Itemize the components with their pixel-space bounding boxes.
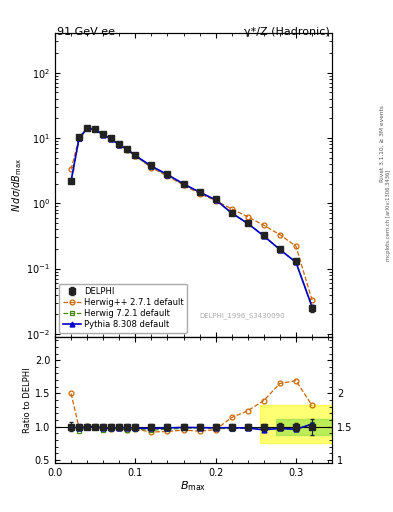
Y-axis label: $N\,d\sigma/dB_{\mathrm{max}}$: $N\,d\sigma/dB_{\mathrm{max}}$	[10, 158, 24, 212]
Herwig++ 2.7.1 default	[117, 142, 121, 148]
Herwig++ 2.7.1 default	[310, 297, 314, 303]
Herwig++ 2.7.1 default	[230, 206, 234, 212]
Pythia 8.308 default	[93, 126, 97, 133]
Herwig++ 2.7.1 default	[213, 198, 218, 204]
Herwig++ 2.7.1 default	[133, 153, 138, 159]
Pythia 8.308 default	[310, 304, 314, 310]
Herwig 7.2.1 default	[125, 147, 130, 153]
Pythia 8.308 default	[149, 163, 154, 169]
Herwig 7.2.1 default	[197, 189, 202, 195]
Herwig++ 2.7.1 default	[125, 147, 130, 153]
Bar	[260, 406, 332, 443]
Herwig++ 2.7.1 default	[165, 173, 170, 179]
Herwig++ 2.7.1 default	[85, 125, 90, 131]
Herwig 7.2.1 default	[69, 178, 73, 184]
Herwig 7.2.1 default	[149, 164, 154, 170]
Herwig 7.2.1 default	[165, 172, 170, 178]
Pythia 8.308 default	[69, 178, 73, 184]
Herwig 7.2.1 default	[213, 197, 218, 203]
Herwig++ 2.7.1 default	[277, 231, 282, 238]
Herwig 7.2.1 default	[93, 126, 97, 133]
Pythia 8.308 default	[165, 172, 170, 178]
Herwig 7.2.1 default	[133, 153, 138, 159]
Herwig++ 2.7.1 default	[69, 166, 73, 173]
Pythia 8.308 default	[294, 259, 298, 265]
Pythia 8.308 default	[245, 220, 250, 226]
Pythia 8.308 default	[230, 210, 234, 216]
Text: Rivet 3.1.10, ≥ 3M events: Rivet 3.1.10, ≥ 3M events	[380, 105, 384, 182]
Herwig 7.2.1 default	[230, 210, 234, 217]
Text: mcplots.cern.ch [arXiv:1306.3436]: mcplots.cern.ch [arXiv:1306.3436]	[386, 169, 391, 261]
Text: DELPHI_1996_S3430090: DELPHI_1996_S3430090	[199, 312, 285, 318]
Pythia 8.308 default	[133, 153, 138, 159]
Herwig 7.2.1 default	[101, 132, 106, 138]
Pythia 8.308 default	[277, 247, 282, 253]
Herwig++ 2.7.1 default	[294, 243, 298, 249]
Herwig++ 2.7.1 default	[261, 222, 266, 228]
Herwig 7.2.1 default	[85, 125, 90, 132]
Bar	[276, 419, 332, 435]
Herwig 7.2.1 default	[261, 232, 266, 239]
Line: Herwig++ 2.7.1 default: Herwig++ 2.7.1 default	[69, 125, 314, 303]
Pythia 8.308 default	[181, 181, 186, 187]
Legend: DELPHI, Herwig++ 2.7.1 default, Herwig 7.2.1 default, Pythia 8.308 default: DELPHI, Herwig++ 2.7.1 default, Herwig 7…	[59, 284, 187, 333]
Line: Herwig 7.2.1 default: Herwig 7.2.1 default	[69, 126, 314, 309]
Text: γ*/Z (Hadronic): γ*/Z (Hadronic)	[244, 27, 330, 37]
Herwig 7.2.1 default	[294, 259, 298, 265]
Herwig 7.2.1 default	[310, 304, 314, 310]
Pythia 8.308 default	[117, 141, 121, 147]
Herwig++ 2.7.1 default	[149, 165, 154, 171]
Herwig++ 2.7.1 default	[181, 182, 186, 188]
Pythia 8.308 default	[213, 197, 218, 203]
Herwig 7.2.1 default	[117, 142, 121, 148]
Herwig 7.2.1 default	[245, 220, 250, 226]
Pythia 8.308 default	[125, 146, 130, 153]
Pythia 8.308 default	[261, 233, 266, 239]
Y-axis label: Ratio to DELPHI: Ratio to DELPHI	[23, 367, 32, 433]
Line: Pythia 8.308 default: Pythia 8.308 default	[69, 126, 314, 309]
Herwig++ 2.7.1 default	[245, 214, 250, 220]
Herwig++ 2.7.1 default	[101, 131, 106, 137]
Herwig++ 2.7.1 default	[109, 136, 114, 142]
Herwig 7.2.1 default	[277, 247, 282, 253]
Pythia 8.308 default	[197, 189, 202, 195]
Herwig 7.2.1 default	[77, 136, 81, 142]
Pythia 8.308 default	[109, 136, 114, 142]
Pythia 8.308 default	[85, 125, 90, 132]
X-axis label: $B_{\mathrm{max}}$: $B_{\mathrm{max}}$	[180, 480, 207, 494]
Herwig++ 2.7.1 default	[197, 190, 202, 197]
Herwig 7.2.1 default	[181, 181, 186, 187]
Herwig 7.2.1 default	[109, 136, 114, 142]
Pythia 8.308 default	[77, 135, 81, 141]
Herwig++ 2.7.1 default	[93, 126, 97, 133]
Pythia 8.308 default	[101, 132, 106, 138]
Herwig++ 2.7.1 default	[77, 135, 81, 141]
Text: 91 GeV ee: 91 GeV ee	[57, 27, 115, 37]
